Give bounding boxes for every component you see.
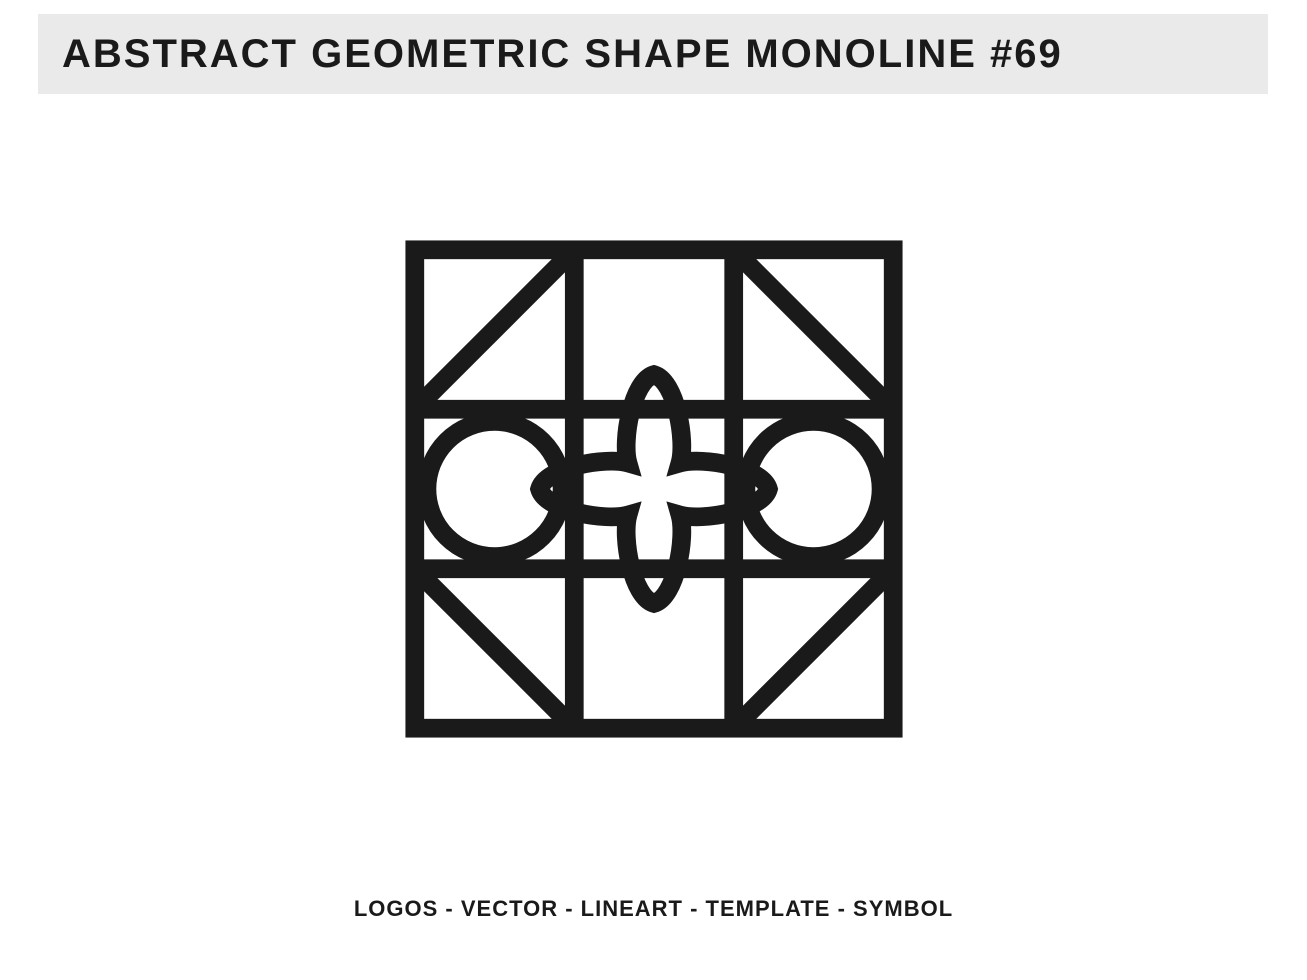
geometric-monoline-figure — [394, 229, 914, 749]
figure-stage — [0, 94, 1307, 884]
footer-keywords: LOGOS - VECTOR - LINEART - TEMPLATE - SY… — [0, 896, 1307, 922]
page: ABSTRACT GEOMETRIC SHAPE MONOLINE #69 LO… — [0, 0, 1307, 980]
header-bar: ABSTRACT GEOMETRIC SHAPE MONOLINE #69 — [38, 14, 1268, 94]
header-title: ABSTRACT GEOMETRIC SHAPE MONOLINE #69 — [62, 32, 1063, 77]
